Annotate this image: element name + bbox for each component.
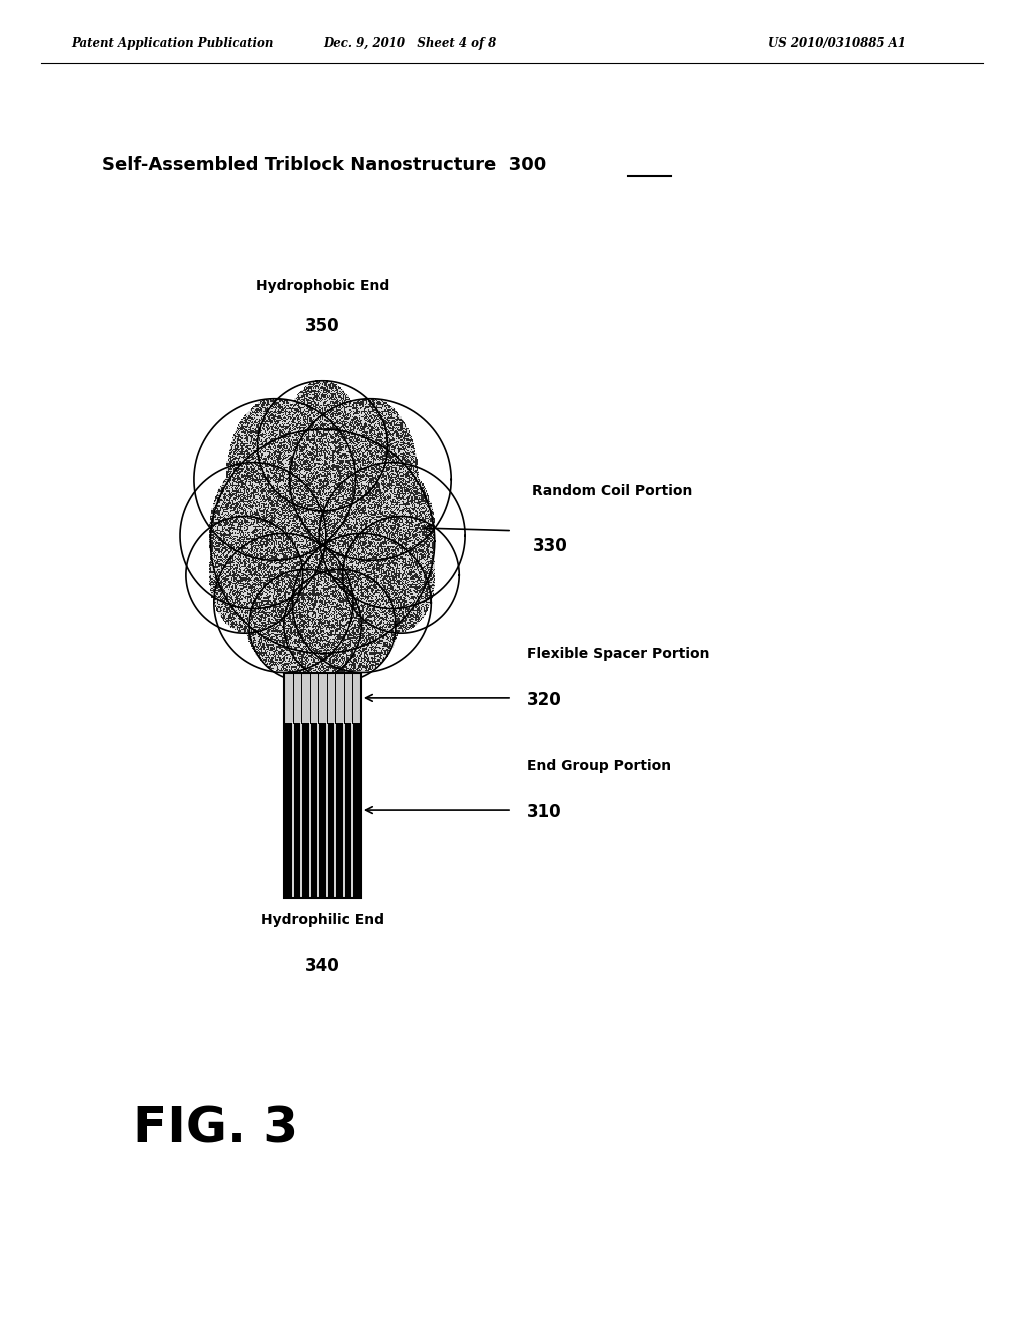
Text: FIG. 3: FIG. 3	[133, 1105, 298, 1152]
Text: Hydrophilic End: Hydrophilic End	[261, 913, 384, 928]
Text: End Group Portion: End Group Portion	[527, 759, 672, 774]
Bar	[285, 673, 361, 722]
Text: Patent Application Publication: Patent Application Publication	[72, 37, 274, 50]
Text: Flexible Spacer Portion: Flexible Spacer Portion	[527, 647, 710, 661]
Text: 310: 310	[527, 804, 562, 821]
Bar	[285, 673, 361, 898]
Text: 320: 320	[527, 692, 562, 709]
Text: 340: 340	[305, 957, 340, 975]
Text: Hydrophobic End: Hydrophobic End	[256, 279, 389, 293]
Text: US 2010/0310885 A1: US 2010/0310885 A1	[768, 37, 906, 50]
Text: Random Coil Portion: Random Coil Portion	[532, 483, 693, 498]
Bar	[285, 722, 361, 898]
Text: Self-Assembled Triblock Nanostructure  300: Self-Assembled Triblock Nanostructure 30…	[102, 156, 547, 174]
Text: 350: 350	[305, 317, 340, 335]
Text: 330: 330	[532, 537, 567, 556]
Text: Dec. 9, 2010   Sheet 4 of 8: Dec. 9, 2010 Sheet 4 of 8	[323, 37, 497, 50]
